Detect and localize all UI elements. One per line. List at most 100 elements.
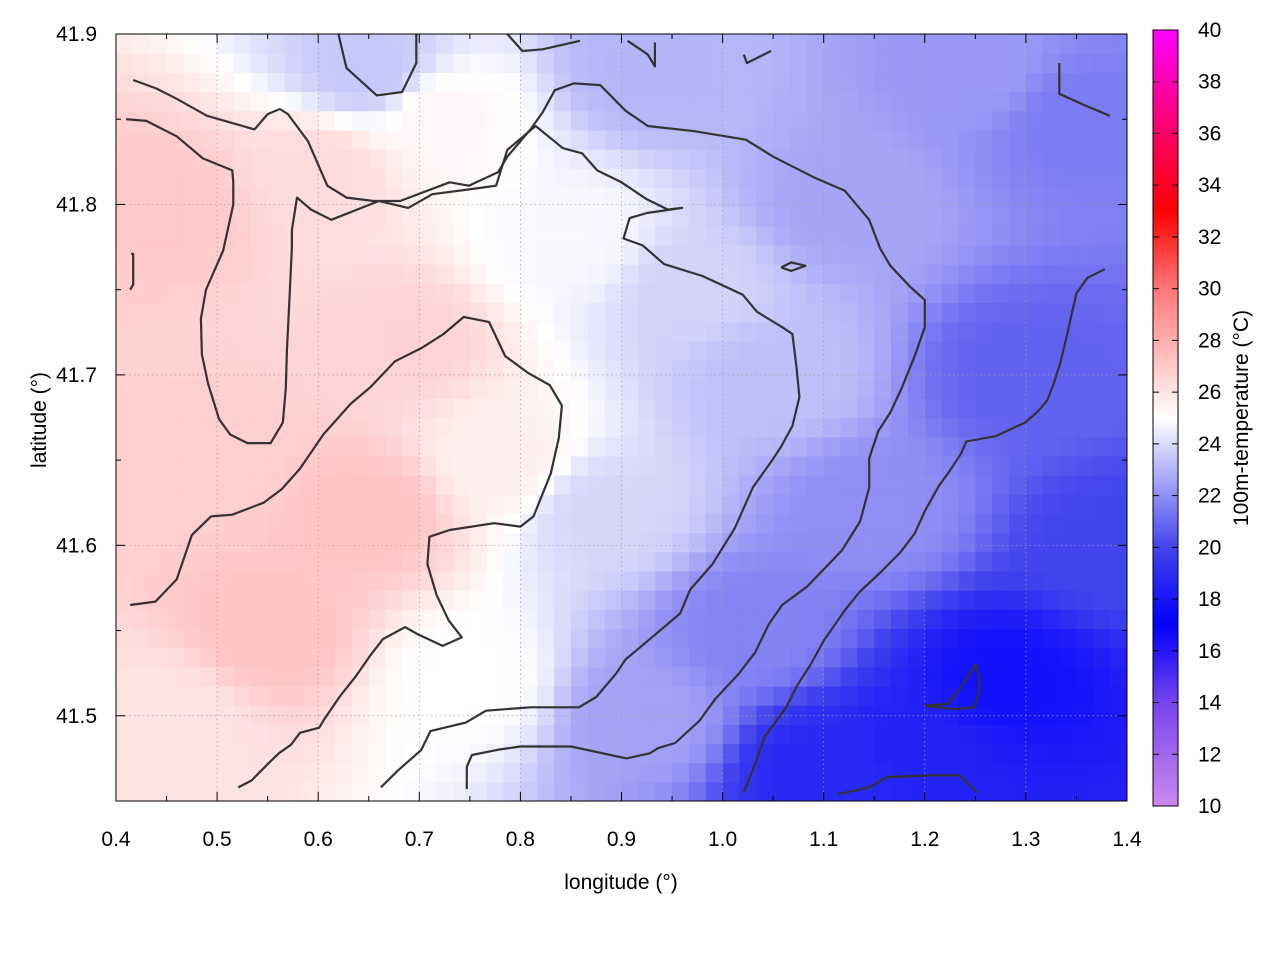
heat-cell — [891, 244, 909, 265]
heat-cell — [267, 91, 286, 112]
heat-cell — [722, 628, 741, 649]
heat-cell — [655, 187, 673, 208]
heat-cell — [874, 168, 892, 188]
heat-cell — [335, 647, 353, 668]
heat-cell — [857, 551, 875, 572]
heat-cell — [975, 340, 993, 361]
heat-cell — [1059, 724, 1078, 745]
heat-cell — [924, 187, 943, 208]
heat-cell — [469, 149, 488, 169]
heat-cell — [368, 628, 387, 649]
heat-cell — [570, 417, 589, 438]
heat-cell — [806, 53, 825, 73]
heat-cell — [722, 743, 741, 764]
heat-cell — [453, 398, 471, 419]
heat-cell — [368, 724, 387, 745]
heat-cell — [688, 340, 707, 361]
heat-cell — [132, 321, 151, 342]
heat-cell — [520, 609, 538, 630]
heat-cell — [621, 436, 639, 457]
heat-cell — [924, 168, 943, 188]
heat-cell — [469, 532, 488, 553]
heat-cell — [469, 359, 488, 380]
heat-cell — [116, 187, 134, 208]
heat-cell — [351, 225, 370, 246]
heat-cell — [486, 244, 505, 265]
heat-cell — [874, 781, 892, 801]
heat-cell — [722, 110, 741, 131]
heat-cell — [621, 570, 639, 591]
x-tick-label: 0.8 — [506, 828, 535, 851]
heat-cell — [773, 206, 791, 227]
heat-cell — [116, 417, 134, 438]
heat-cell — [335, 302, 353, 323]
heat-cell — [318, 149, 336, 169]
heat-cell — [756, 168, 774, 188]
heat-cell — [116, 609, 134, 630]
heat-cell — [132, 340, 151, 361]
heat-cell — [907, 609, 926, 630]
heat-cell — [604, 532, 623, 553]
heat-cell — [166, 532, 184, 553]
heat-cell — [823, 340, 842, 361]
heat-cell — [537, 34, 555, 54]
heat-cell — [907, 110, 926, 131]
heat-cell — [368, 302, 387, 323]
heat-cell — [267, 590, 286, 610]
heat-cell — [722, 647, 741, 668]
heat-cell — [975, 628, 993, 649]
heat-cell — [874, 91, 892, 112]
heat-cell — [318, 532, 336, 553]
heat-cell — [604, 321, 623, 342]
heat-cell — [1009, 494, 1027, 514]
heat-cell — [621, 417, 639, 438]
heat-cell — [1009, 705, 1027, 725]
heat-cell — [250, 225, 269, 246]
heat-cell — [891, 551, 909, 572]
heat-cell — [621, 590, 639, 610]
heat-cell — [554, 53, 572, 73]
heat-cell — [453, 53, 471, 73]
heat-cell — [469, 666, 488, 687]
heat-cell — [301, 110, 319, 131]
heat-cell — [335, 532, 353, 553]
heat-cell — [116, 264, 134, 284]
heat-cell — [756, 513, 774, 534]
heat-cell — [857, 570, 875, 591]
heat-cell — [318, 379, 336, 399]
heat-cell — [469, 762, 488, 783]
heat-cell — [907, 302, 926, 323]
heat-cell — [200, 705, 218, 725]
heat-cell — [1076, 417, 1094, 438]
heat-cell — [1110, 168, 1127, 188]
heat-cell — [537, 340, 555, 361]
heat-cell — [284, 628, 302, 649]
heat-cell — [857, 379, 875, 399]
heat-cell — [1042, 762, 1061, 783]
heat-cell — [1042, 129, 1061, 150]
heat-cell — [891, 475, 909, 495]
heat-cell — [941, 321, 960, 342]
heat-cell — [200, 762, 218, 783]
heat-cell — [655, 72, 673, 93]
heat-cell — [688, 762, 707, 783]
heat-cell — [1009, 110, 1027, 131]
heat-cell — [335, 666, 353, 687]
heat-cell — [469, 283, 488, 304]
heat-cell — [570, 53, 589, 73]
heat-cell — [688, 302, 707, 323]
heat-cell — [166, 53, 184, 73]
heat-cell — [116, 781, 134, 801]
heat-cell — [672, 359, 690, 380]
heat-cell — [116, 647, 134, 668]
heat-cell — [806, 455, 825, 476]
heat-cell — [368, 743, 387, 764]
heat-cell — [688, 129, 707, 150]
heat-cell — [891, 283, 909, 304]
heat-cell — [233, 475, 252, 495]
heat-cell — [1059, 570, 1078, 591]
heat-cell — [1025, 129, 1044, 150]
heat-cell — [284, 398, 302, 419]
heat-cell — [722, 187, 741, 208]
heat-cell — [655, 417, 673, 438]
